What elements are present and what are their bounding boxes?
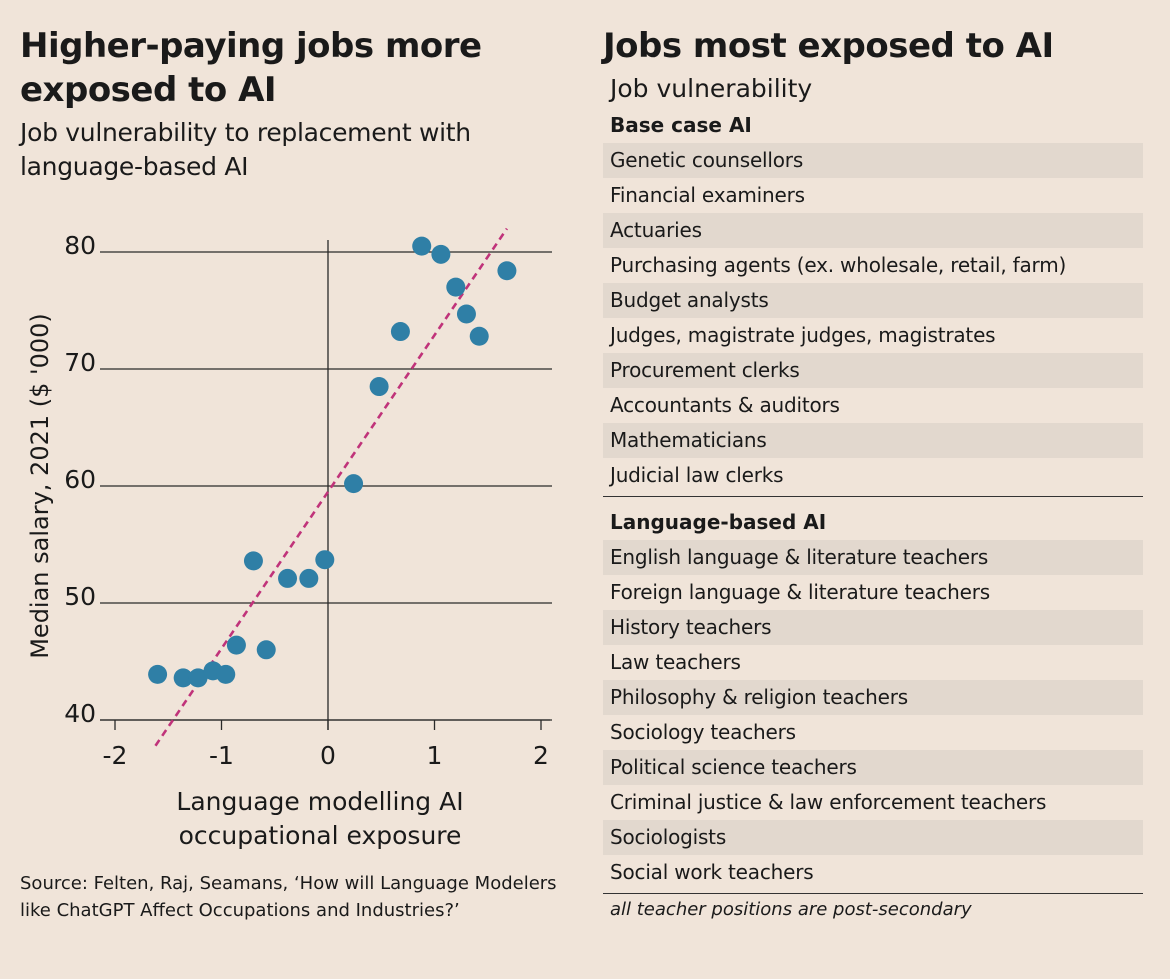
job-list-item: Genetic counsellors bbox=[603, 143, 1143, 178]
data-point bbox=[497, 261, 517, 281]
job-list-item: Social work teachers bbox=[610, 860, 814, 884]
job-list-item: Purchasing agents (ex. wholesale, retail… bbox=[610, 253, 1067, 277]
job-list-item: Mathematicians bbox=[603, 423, 1143, 458]
x-axis-label: Language modelling AI occupational exposu… bbox=[176, 787, 463, 850]
job-list-item: Judges, magistrate judges, magistrates bbox=[610, 323, 996, 347]
job-list-item: Law teachers bbox=[610, 650, 741, 674]
data-point bbox=[369, 377, 389, 397]
data-point bbox=[446, 277, 466, 297]
section-heading-base-case: Base case AI bbox=[610, 113, 752, 137]
data-point bbox=[243, 551, 263, 571]
right-panel: Jobs most exposed to AI Job vulnerabilit… bbox=[603, 24, 1143, 924]
y-tick-label: 40 bbox=[64, 699, 96, 728]
list-subtitle: Job vulnerability bbox=[610, 74, 813, 103]
job-list-item: Criminal justice & law enforcement teach… bbox=[610, 790, 1047, 814]
job-list-item: Judicial law clerks bbox=[610, 463, 784, 487]
data-point bbox=[412, 236, 432, 256]
job-list-item: Philosophy & religion teachers bbox=[603, 680, 1143, 715]
job-list-item: History teachers bbox=[603, 610, 1143, 645]
base-case-job-list: Genetic counsellors Financial examiners Ac… bbox=[603, 143, 1143, 493]
job-list-item: Financial examiners bbox=[610, 183, 805, 207]
data-point bbox=[299, 568, 319, 588]
data-point bbox=[456, 304, 476, 324]
job-list-item: Budget analysts bbox=[603, 283, 1143, 318]
y-tick-label: 50 bbox=[64, 582, 96, 611]
x-tick-label: -2 bbox=[103, 741, 128, 770]
data-point bbox=[390, 322, 410, 342]
y-axis-label: Median salary, 2021 ($ '000) bbox=[26, 313, 54, 659]
data-point bbox=[278, 568, 298, 588]
list-title: Jobs most exposed to AI bbox=[603, 26, 1054, 66]
footnote: all teacher positions are post-secondary bbox=[610, 899, 972, 920]
data-point bbox=[344, 474, 364, 494]
y-tick-label: 60 bbox=[64, 465, 96, 494]
source-note: Source: Felten, Raj, Seamans, ‘How will … bbox=[20, 873, 557, 921]
data-point bbox=[173, 668, 193, 688]
language-based-job-list: English language & literature teachers Fo… bbox=[603, 540, 1143, 890]
x-tick-label: -1 bbox=[209, 741, 234, 770]
chart-title: Higher-paying jobs more exposed to AI bbox=[20, 26, 482, 110]
y-tick-label: 70 bbox=[64, 348, 96, 377]
chart-subtitle: Job vulnerability to replacement with la… bbox=[20, 118, 471, 181]
x-tick-label: 0 bbox=[320, 741, 336, 770]
job-list-item: Political science teachers bbox=[603, 750, 1143, 785]
x-tick-label: 2 bbox=[533, 741, 549, 770]
data-point bbox=[226, 635, 246, 655]
job-list-item: Actuaries bbox=[603, 213, 1143, 248]
data-point bbox=[256, 640, 276, 660]
scatter-chart: 40 50 60 70 80 -2 -1 0 1 2 Median salary, 2021 ($ … bbox=[26, 227, 552, 850]
job-list-item: Sociology teachers bbox=[610, 720, 796, 744]
y-tick-label: 80 bbox=[64, 231, 96, 260]
section-heading-language-based: Language-based AI bbox=[610, 510, 827, 534]
job-list-item: Procurement clerks bbox=[603, 353, 1143, 388]
data-point bbox=[431, 244, 451, 264]
left-panel: Higher-paying jobs more exposed to AI Jo… bbox=[20, 24, 580, 184]
job-list-item: Accountants & auditors bbox=[610, 393, 840, 417]
section-divider bbox=[603, 496, 1143, 497]
data-point bbox=[188, 668, 208, 688]
data-point bbox=[469, 326, 489, 346]
section-divider bbox=[603, 893, 1143, 894]
data-point bbox=[216, 664, 236, 684]
x-tick-label: 1 bbox=[427, 741, 443, 770]
data-point bbox=[148, 664, 168, 684]
job-list-item: Sociologists bbox=[603, 820, 1143, 855]
job-list-item: English language & literature teachers bbox=[603, 540, 1143, 575]
trend-line bbox=[154, 227, 508, 747]
data-point bbox=[315, 550, 335, 570]
job-list-item: Foreign language & literature teachers bbox=[610, 580, 990, 604]
